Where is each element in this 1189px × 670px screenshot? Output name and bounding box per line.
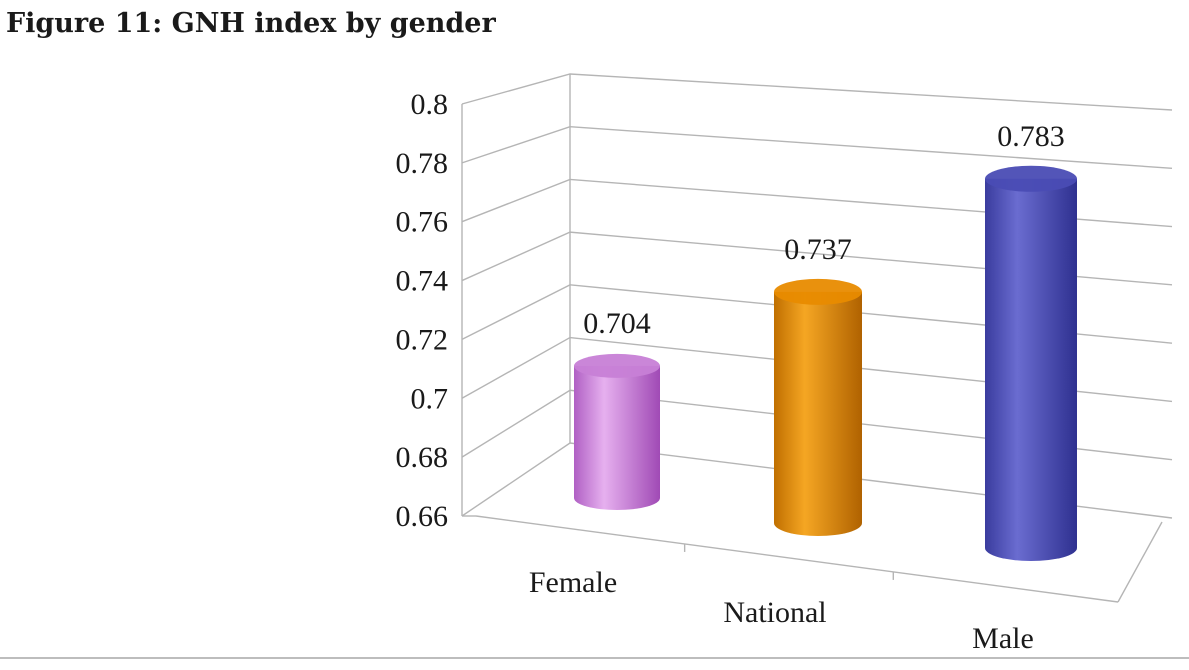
data-label: 0.737 xyxy=(784,233,852,266)
bar-body xyxy=(985,178,1077,562)
y-tick-label: 0.7 xyxy=(411,382,449,415)
x-tick-label: Male xyxy=(972,622,1034,655)
gridline xyxy=(461,126,1173,169)
y-axis: 0.8 0.78 0.76 0.74 0.72 0.7 0.68 0.66 xyxy=(396,88,449,533)
y-tick-label: 0.66 xyxy=(396,500,449,533)
chart-frame xyxy=(461,73,1173,603)
data-label: 0.704 xyxy=(583,307,651,340)
bar-top xyxy=(574,353,660,378)
x-tick-label: National xyxy=(723,596,826,629)
bar-national xyxy=(774,278,862,536)
data-label: 0.783 xyxy=(997,120,1065,153)
floor-right-edge xyxy=(1117,521,1163,603)
x-axis: Female National Male xyxy=(529,566,1034,655)
y-tick-label: 0.74 xyxy=(396,265,449,298)
bar-top xyxy=(985,165,1077,192)
y-tick-label: 0.68 xyxy=(396,441,449,474)
bar-female xyxy=(574,353,660,510)
bar-body xyxy=(574,365,660,510)
chart-title: Figure 11: GNH index by gender xyxy=(6,8,496,39)
y-tick-label: 0.8 xyxy=(411,88,449,121)
gridline xyxy=(461,73,1173,111)
bar-body xyxy=(774,291,862,536)
floor-front-edge xyxy=(475,515,1119,603)
y-tick-label: 0.76 xyxy=(396,206,449,239)
y-tick-label: 0.78 xyxy=(396,147,449,180)
bars: 0.704 0.737 0.783 xyxy=(574,120,1077,562)
bar-top xyxy=(774,278,862,305)
y-tick-label: 0.72 xyxy=(396,323,449,356)
x-tick-label: Female xyxy=(529,566,617,599)
page-divider xyxy=(0,657,1189,659)
bar-male xyxy=(985,165,1077,562)
